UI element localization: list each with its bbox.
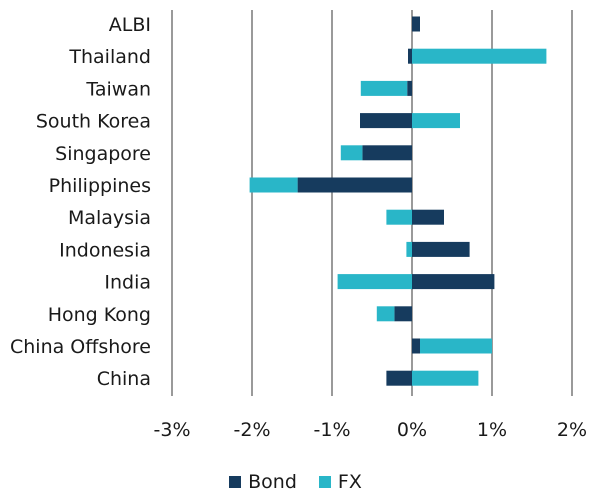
category-label: Malaysia xyxy=(68,207,151,229)
category-label: Singapore xyxy=(55,143,151,165)
x-tick-label: 2% xyxy=(557,419,587,441)
category-label: China Offshore xyxy=(10,336,151,358)
bar-bond xyxy=(297,177,412,193)
x-tick-label: 0% xyxy=(397,419,427,441)
x-tick-label: -2% xyxy=(234,419,271,441)
bar-fx xyxy=(376,306,395,322)
bar-fx xyxy=(360,80,408,96)
category-label: Indonesia xyxy=(59,239,151,261)
category-label: Philippines xyxy=(49,175,151,197)
category-label: Thailand xyxy=(68,46,151,68)
bar-bond xyxy=(360,113,412,129)
legend-swatch-bond xyxy=(229,476,242,488)
category-label: ALBI xyxy=(109,14,151,36)
bar-fx xyxy=(412,48,547,64)
bar-bond xyxy=(412,274,495,290)
bar-bond xyxy=(412,16,420,32)
chart-svg: ALBI Thailand Taiwan South Korea Singapore Ph… xyxy=(10,10,588,441)
category-label: South Korea xyxy=(36,111,151,133)
x-tick-label: 1% xyxy=(477,419,507,441)
bar-bond xyxy=(412,338,420,354)
legend-item-bond: Bond xyxy=(229,471,297,493)
bar-fx xyxy=(337,274,412,290)
bar-fx xyxy=(340,145,363,161)
legend-label-bond: Bond xyxy=(248,471,297,493)
category-label: Taiwan xyxy=(85,78,151,100)
bar-bond xyxy=(386,370,412,386)
tick-labels: -3% -2% -1% 0% 1% 2% xyxy=(154,419,588,441)
bar-fx xyxy=(249,177,298,193)
bar-bond xyxy=(412,241,470,257)
bar-bond xyxy=(412,209,444,225)
category-label: India xyxy=(104,272,151,294)
bar-fx xyxy=(420,338,492,354)
category-label: China xyxy=(97,368,151,390)
bar-bond xyxy=(407,80,412,96)
bar-fx xyxy=(412,370,479,386)
legend: Bond FX xyxy=(0,467,591,497)
grid-lines xyxy=(171,10,573,396)
legend-label-fx: FX xyxy=(337,471,362,493)
bar-fx xyxy=(406,241,412,257)
bars xyxy=(249,16,547,386)
bar-fx xyxy=(386,209,412,225)
x-tick-label: -3% xyxy=(154,419,191,441)
legend-item-fx: FX xyxy=(318,471,362,493)
legend-swatch-fx xyxy=(318,476,331,488)
bar-bond xyxy=(362,145,412,161)
bar-bond xyxy=(394,306,412,322)
category-labels: ALBI Thailand Taiwan South Korea Singapore Ph… xyxy=(10,14,151,390)
bar-bond xyxy=(408,48,412,64)
category-label: Hong Kong xyxy=(48,304,151,326)
bar-fx xyxy=(412,113,460,129)
x-tick-label: -1% xyxy=(314,419,351,441)
